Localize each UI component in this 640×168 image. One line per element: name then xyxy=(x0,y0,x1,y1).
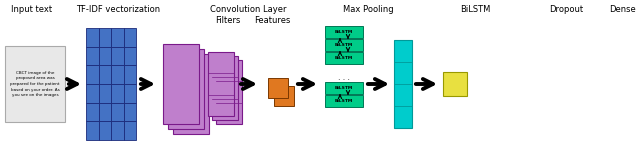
Bar xyxy=(325,95,363,107)
Bar xyxy=(163,44,199,124)
Bar xyxy=(173,54,209,134)
Text: Filters: Filters xyxy=(215,16,241,25)
Bar xyxy=(99,103,111,121)
Bar xyxy=(99,47,111,65)
Text: BiLSTM: BiLSTM xyxy=(335,86,353,90)
Text: BiLSTM: BiLSTM xyxy=(335,30,353,34)
Bar xyxy=(111,103,124,121)
Text: Dropout: Dropout xyxy=(549,5,583,14)
Bar xyxy=(111,121,124,140)
Bar xyxy=(86,65,99,84)
Bar xyxy=(124,121,136,140)
Bar xyxy=(99,84,111,103)
Bar xyxy=(268,78,288,98)
Text: Convolution Layer: Convolution Layer xyxy=(210,5,286,14)
Bar xyxy=(124,65,136,84)
Bar xyxy=(208,52,234,116)
Bar xyxy=(86,47,99,65)
Text: . . .: . . . xyxy=(338,74,350,82)
Text: CBCT image of the
proposed area was
prepared for the patient
based on your order: CBCT image of the proposed area was prep… xyxy=(10,71,60,97)
Bar xyxy=(216,60,242,124)
Bar xyxy=(325,26,363,38)
Bar xyxy=(86,28,99,47)
Text: Input text: Input text xyxy=(12,5,52,14)
Bar xyxy=(86,103,99,121)
Bar xyxy=(394,40,412,128)
Bar xyxy=(124,103,136,121)
Bar xyxy=(111,65,124,84)
Bar xyxy=(86,84,99,103)
Bar xyxy=(111,84,124,103)
Text: BiLSTM: BiLSTM xyxy=(460,5,490,14)
Bar xyxy=(124,28,136,47)
Text: TF-IDF vectorization: TF-IDF vectorization xyxy=(76,5,160,14)
Text: BiLSTM: BiLSTM xyxy=(335,56,353,60)
Bar xyxy=(99,65,111,84)
Text: BiLSTM: BiLSTM xyxy=(335,99,353,103)
Text: BiLSTM: BiLSTM xyxy=(335,43,353,47)
Bar xyxy=(443,72,467,96)
Bar xyxy=(111,47,124,65)
Text: Dense: Dense xyxy=(609,5,636,14)
Text: Features: Features xyxy=(254,16,290,25)
Bar xyxy=(99,121,111,140)
Bar xyxy=(325,39,363,51)
Bar xyxy=(325,52,363,64)
Bar xyxy=(212,56,238,120)
Bar xyxy=(274,86,294,106)
Text: Max Pooling: Max Pooling xyxy=(342,5,394,14)
Bar xyxy=(124,84,136,103)
Bar xyxy=(111,28,124,47)
Bar xyxy=(124,47,136,65)
Bar xyxy=(5,46,65,122)
Bar xyxy=(325,82,363,94)
Bar xyxy=(86,121,99,140)
Bar xyxy=(168,49,204,129)
Bar xyxy=(99,28,111,47)
